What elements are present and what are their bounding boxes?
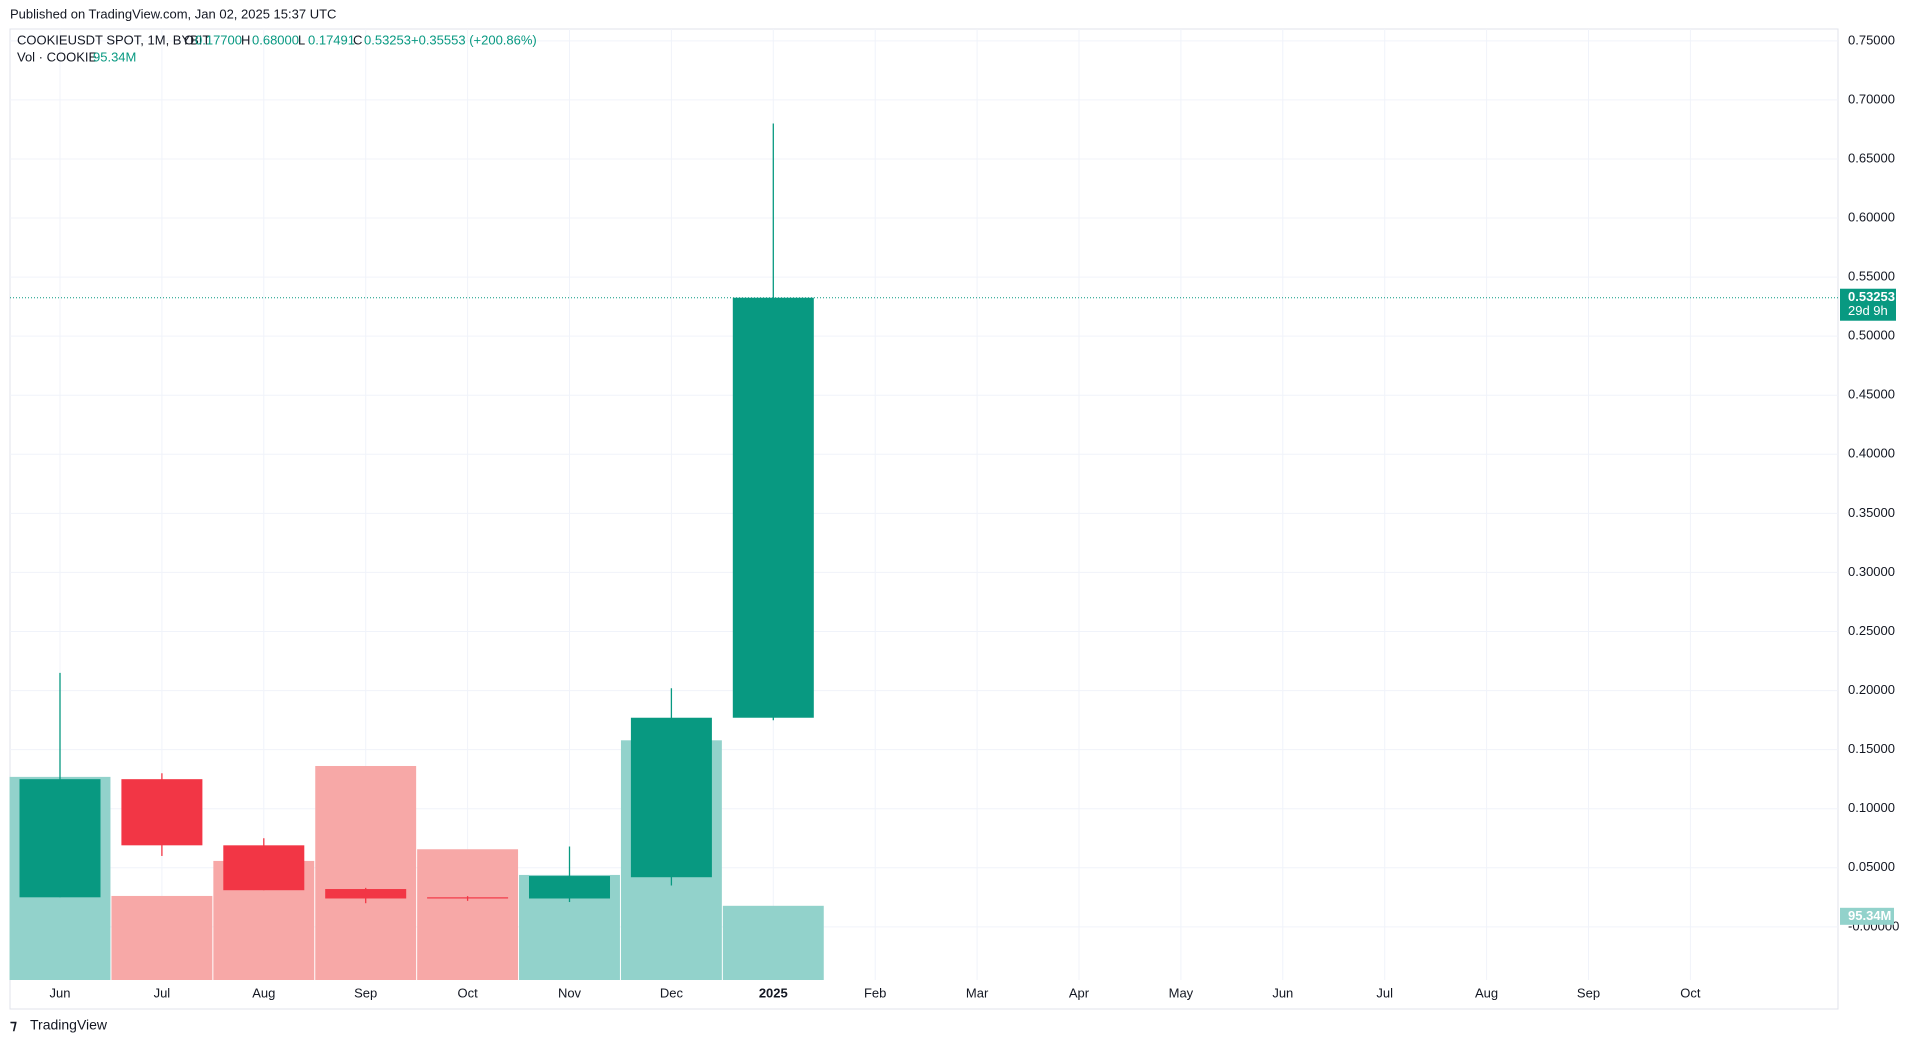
- y-tick-label: 0.55000: [1848, 269, 1895, 284]
- x-tick-label: Sep: [1577, 985, 1600, 1000]
- x-tick-label: Jun: [1272, 985, 1293, 1000]
- x-tick-label: Oct: [1680, 985, 1701, 1000]
- volume-last-label: 95.34M: [1848, 908, 1891, 923]
- x-tick-label: Jul: [154, 985, 171, 1000]
- candle-body: [529, 876, 610, 899]
- y-tick-label: 0.60000: [1848, 209, 1895, 224]
- h-value: 0.68000: [252, 32, 299, 47]
- change: +0.35553 (+200.86%): [411, 32, 537, 47]
- brand: TradingView: [30, 1017, 108, 1033]
- x-tick-label: Aug: [1475, 985, 1498, 1000]
- l-value: 0.17491: [308, 32, 355, 47]
- candle-body: [223, 845, 305, 891]
- countdown: 29d 9h: [1848, 303, 1888, 318]
- l-label: L: [298, 32, 305, 47]
- y-tick-label: 0.35000: [1848, 505, 1895, 520]
- volume-badge: [1840, 907, 1894, 925]
- volume-bar: [111, 895, 213, 980]
- last-price-badge: [1840, 288, 1896, 321]
- c-label: C: [353, 32, 362, 47]
- y-tick-label: 0.50000: [1848, 328, 1895, 343]
- o-label: O: [184, 32, 194, 47]
- x-tick-label: Feb: [864, 985, 886, 1000]
- y-tick-label: 0.30000: [1848, 564, 1895, 579]
- y-tick-label: 0.70000: [1848, 91, 1895, 106]
- candle-body: [732, 297, 814, 718]
- y-tick-label: 0.05000: [1848, 859, 1895, 874]
- last-price-label: 0.53253: [1848, 289, 1895, 304]
- x-tick-label: Oct: [457, 985, 478, 1000]
- y-tick-label: 0.40000: [1848, 446, 1895, 461]
- x-tick-label: Jun: [50, 985, 71, 1000]
- y-tick-label: 0.25000: [1848, 623, 1895, 638]
- volume-bar: [722, 905, 824, 980]
- h-label: H: [241, 32, 250, 47]
- y-tick-label: 0.20000: [1848, 682, 1895, 697]
- x-tick-label: Mar: [966, 985, 989, 1000]
- brand-logo: ⁊: [10, 1017, 17, 1033]
- volume-value: 95.34M: [93, 49, 136, 64]
- published-note: Published on TradingView.com, Jan 02, 20…: [10, 6, 336, 21]
- x-tick-label: Dec: [660, 985, 684, 1000]
- o-value: 0.17700: [195, 32, 242, 47]
- y-tick-label: 0.10000: [1848, 800, 1895, 815]
- y-tick-label: 0.65000: [1848, 150, 1895, 165]
- y-tick-label: 0.75000: [1848, 32, 1895, 47]
- candle-body: [19, 779, 101, 898]
- candle-body: [630, 717, 712, 878]
- volume-bar: [315, 765, 417, 980]
- plot-frame: [9, 28, 1839, 1010]
- candle-body: [427, 897, 509, 899]
- x-tick-label: Aug: [252, 985, 275, 1000]
- x-tick-label: Jul: [1376, 985, 1393, 1000]
- x-tick-label: Sep: [354, 985, 377, 1000]
- x-tick-label: 2025: [759, 985, 788, 1000]
- x-tick-label: Apr: [1069, 985, 1090, 1000]
- candle-body: [121, 779, 203, 846]
- y-tick-label: 0.15000: [1848, 741, 1895, 756]
- volume-name: Vol · COOKIE: [17, 49, 98, 64]
- symbol: COOKIEUSDT SPOT, 1M, BYBIT: [17, 32, 210, 47]
- x-tick-label: May: [1169, 985, 1194, 1000]
- candle-body: [325, 889, 407, 899]
- volume-bar: [417, 849, 519, 980]
- x-tick-label: Nov: [558, 985, 582, 1000]
- legend: COOKIEUSDT SPOT, 1M, BYBIT O 0.17700 H 0…: [17, 32, 537, 64]
- y-tick-label: 0.45000: [1848, 387, 1895, 402]
- c-value: 0.53253: [364, 32, 411, 47]
